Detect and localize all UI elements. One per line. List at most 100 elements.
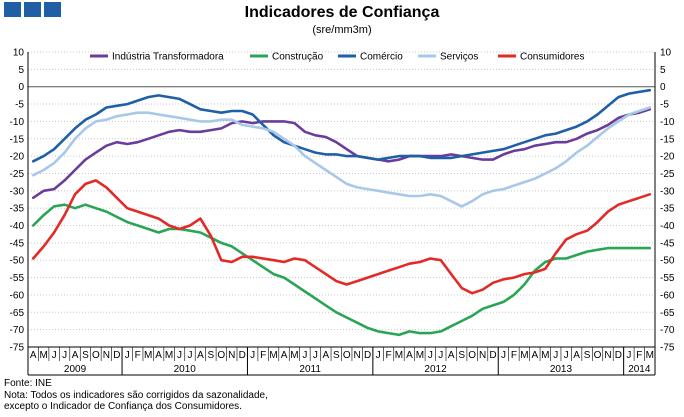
y-tick-label-left: 10	[13, 48, 25, 59]
y-tick-label-right: -10	[660, 117, 675, 128]
month-label: A	[30, 350, 37, 361]
year-label: 2010	[174, 364, 197, 375]
month-label: J	[62, 350, 67, 361]
month-label: N	[479, 350, 486, 361]
month-label: J	[376, 350, 381, 361]
legend-label: Indústria Transformadora	[112, 52, 224, 63]
month-label: D	[489, 350, 496, 361]
month-label: O	[343, 350, 351, 361]
month-label: S	[584, 350, 591, 361]
y-tick-label-right: -55	[660, 273, 675, 284]
month-label: J	[302, 350, 307, 361]
methodology-note-line1: Nota: Todos os indicadores são corrigido…	[4, 390, 268, 401]
month-label: J	[250, 350, 255, 361]
month-label: J	[52, 350, 57, 361]
month-label: J	[553, 350, 558, 361]
y-tick-label-right: 10	[660, 48, 672, 59]
month-label: N	[103, 350, 110, 361]
month-label: A	[197, 350, 204, 361]
month-label: F	[511, 350, 517, 361]
y-tick-label-left: -75	[10, 343, 25, 354]
series-line-industria-transformadora	[31, 108, 652, 200]
legend-label: Serviços	[440, 52, 478, 63]
y-tick-label-left: 0	[18, 82, 24, 93]
series-line-comercio	[31, 88, 652, 163]
year-label: 2012	[424, 364, 447, 375]
y-tick-label-left: -15	[10, 134, 25, 145]
y-tick-label-right: -30	[660, 186, 675, 197]
month-label: M	[40, 350, 48, 361]
month-label: D	[364, 350, 371, 361]
month-label: M	[269, 350, 277, 361]
y-tick-label-right: -60	[660, 290, 675, 301]
y-tick-label-left: -5	[15, 100, 24, 111]
month-label: J	[438, 350, 443, 361]
month-label: J	[564, 350, 569, 361]
chart-title: Indicadores de Confiança	[244, 4, 440, 21]
y-tick-label-left: -65	[10, 308, 25, 319]
y-tick-label-right: 5	[660, 65, 666, 76]
month-label: O	[468, 350, 476, 361]
series-line-servicos	[31, 106, 652, 208]
month-label: M	[416, 350, 424, 361]
month-label: D	[113, 350, 120, 361]
month-label: J	[501, 350, 506, 361]
month-label: A	[406, 350, 413, 361]
year-label: 2013	[550, 364, 573, 375]
y-tick-label-right: -65	[660, 308, 675, 319]
month-label: F	[636, 350, 642, 361]
month-label: M	[520, 350, 528, 361]
header-square	[24, 2, 41, 17]
month-label: A	[155, 350, 162, 361]
month-label: A	[72, 350, 79, 361]
year-label: 2009	[64, 364, 87, 375]
header-square	[4, 2, 21, 17]
y-tick-label-right: -70	[660, 325, 675, 336]
month-label: J	[187, 350, 192, 361]
month-label: A	[448, 350, 455, 361]
month-label: M	[646, 350, 654, 361]
y-tick-label-left: -20	[10, 152, 25, 163]
month-label: O	[217, 350, 225, 361]
month-label: A	[531, 350, 538, 361]
source-note: Fonte: INE	[4, 378, 52, 389]
month-label: O	[92, 350, 100, 361]
legend-label: Construção	[272, 52, 324, 63]
month-label: M	[165, 350, 173, 361]
month-label: N	[228, 350, 235, 361]
month-label: S	[458, 350, 465, 361]
month-label: A	[322, 350, 329, 361]
header-square	[44, 2, 61, 17]
methodology-note-line2: excepto o Indicador de Confiança dos Con…	[4, 401, 242, 412]
month-label: J	[626, 350, 631, 361]
y-tick-label-right: -50	[660, 256, 675, 267]
year-label: 2014	[628, 364, 651, 375]
y-tick-label-left: -60	[10, 290, 25, 301]
month-label: M	[144, 350, 152, 361]
y-tick-label-right: -20	[660, 152, 675, 163]
chart-subtitle: (sre/mm3m)	[312, 24, 372, 36]
month-label: M	[290, 350, 298, 361]
series-line-consumidores	[31, 179, 652, 295]
y-tick-label-right: 0	[660, 82, 666, 93]
y-tick-label-right: -45	[660, 238, 675, 249]
y-tick-label-right: -75	[660, 343, 675, 354]
month-label: F	[135, 350, 141, 361]
month-label: S	[333, 350, 340, 361]
legend-label: Consumidores	[520, 52, 584, 63]
month-label: M	[395, 350, 403, 361]
y-tick-label-right: -15	[660, 134, 675, 145]
month-label: J	[177, 350, 182, 361]
y-tick-label-left: -30	[10, 186, 25, 197]
y-tick-label-left: -35	[10, 204, 25, 215]
month-label: M	[541, 350, 549, 361]
year-label: 2011	[299, 364, 321, 375]
y-tick-label-right: -40	[660, 221, 675, 232]
y-tick-label-left: -55	[10, 273, 25, 284]
month-label: J	[428, 350, 433, 361]
y-tick-label-left: 5	[18, 65, 24, 76]
month-label: J	[125, 350, 130, 361]
month-label: N	[354, 350, 361, 361]
y-tick-label-left: -10	[10, 117, 25, 128]
